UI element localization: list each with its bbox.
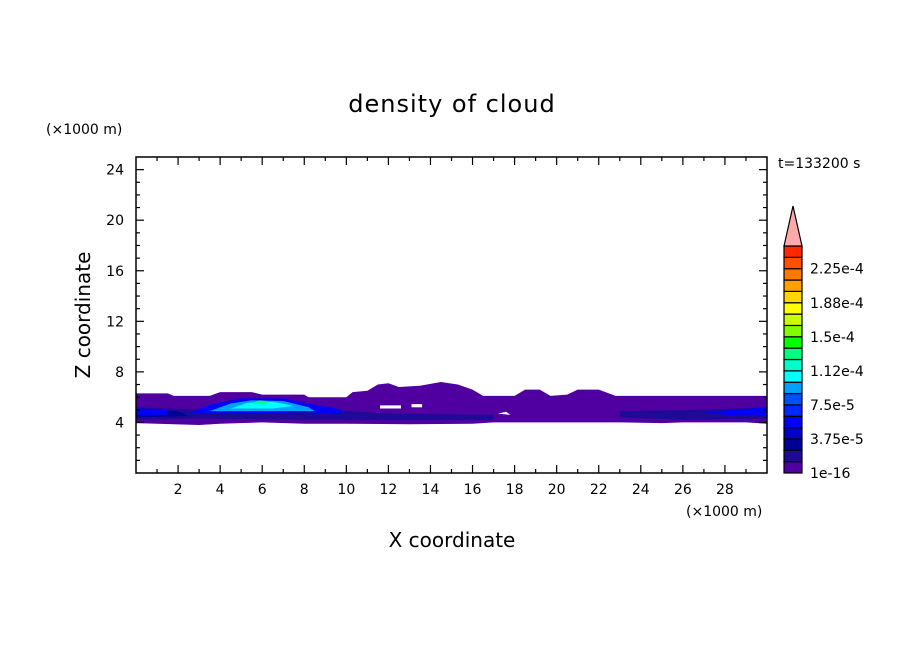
x-tick-label: 18: [506, 482, 524, 498]
x-tick-label: 24: [632, 482, 650, 498]
colorbar: 1e-16 3.75e-5 7.5e-5 1.12e-4 1.5e-4 1.88e-4 2.…: [783, 205, 864, 482]
y-tick-label: 12: [106, 314, 124, 330]
colorbar-box: [783, 392, 803, 406]
chart-title: density of cloud: [348, 90, 555, 118]
contour-region: [136, 408, 168, 415]
contour-region: [703, 407, 767, 415]
contour-region: [497, 411, 511, 415]
y-tick-label: 4: [115, 415, 124, 431]
plot-area: [136, 382, 767, 425]
y-tick-label: 20: [106, 213, 124, 229]
time-label: t=133200 s: [778, 156, 860, 172]
colorbar-box: [783, 381, 803, 395]
colorbar-box: [783, 404, 803, 417]
x-tick-label: 10: [337, 482, 355, 498]
colorbar-box: [783, 324, 803, 338]
colorbar-tick-label: 3.75e-5: [810, 432, 864, 448]
x-tick-label: 26: [674, 482, 692, 498]
x-tick-label: 6: [258, 482, 267, 498]
contour-region: [249, 400, 269, 405]
colorbar-tick-label: 1.5e-4: [810, 330, 855, 346]
colorbar-box: [783, 279, 803, 292]
x-tick-label: 22: [590, 482, 608, 498]
y-unit-label: (×1000 m): [46, 122, 122, 138]
colorbar-box: [783, 313, 803, 327]
plot-frame: [135, 156, 768, 474]
colorbar-tick-label: 7.5e-5: [810, 398, 855, 414]
x-tick-label: 20: [548, 482, 566, 498]
colorbar-box: [783, 256, 803, 270]
x-unit-label: (×1000 m): [686, 504, 762, 520]
x-tick-label: 2: [174, 482, 183, 498]
x-tick-label: 16: [464, 482, 482, 498]
colorbar-extend-triangle: [783, 205, 803, 247]
x-tick-label: 12: [379, 482, 397, 498]
colorbar-box: [783, 268, 803, 281]
colorbar-box: [783, 347, 803, 361]
colorbar-tick-label: 2.25e-4: [810, 262, 864, 278]
x-axis-label: X coordinate: [389, 528, 516, 552]
y-tick-label: 8: [115, 365, 124, 381]
contour-region: [411, 404, 423, 408]
y-tick-label: 24: [106, 163, 124, 179]
colorbar-box: [783, 427, 803, 440]
x-tick-label: 14: [422, 482, 440, 498]
y-tick-label: 16: [106, 264, 124, 280]
x-tick-label: 4: [216, 482, 225, 498]
colorbar-box: [783, 461, 803, 474]
colorbar-box: [783, 438, 803, 451]
contour-region: [230, 401, 294, 409]
colorbar-tick-label: 1e-16: [810, 466, 850, 482]
y-axis-label: Z coordinate: [71, 252, 95, 379]
colorbar-box: [783, 449, 803, 463]
colorbar-box: [783, 302, 803, 315]
x-tick-label: 28: [716, 482, 734, 498]
colorbar-box: [783, 415, 803, 429]
colorbar-tick-label: 1.12e-4: [810, 364, 864, 380]
x-tick-label: 8: [300, 482, 309, 498]
colorbar-tick-label: 1.88e-4: [810, 296, 864, 312]
colorbar-box: [783, 370, 803, 383]
colorbar-box: [783, 358, 803, 372]
colorbar-box: [783, 245, 803, 258]
contour-region: [380, 405, 401, 409]
colorbar-box: [783, 336, 803, 349]
colorbar-box: [783, 290, 803, 304]
